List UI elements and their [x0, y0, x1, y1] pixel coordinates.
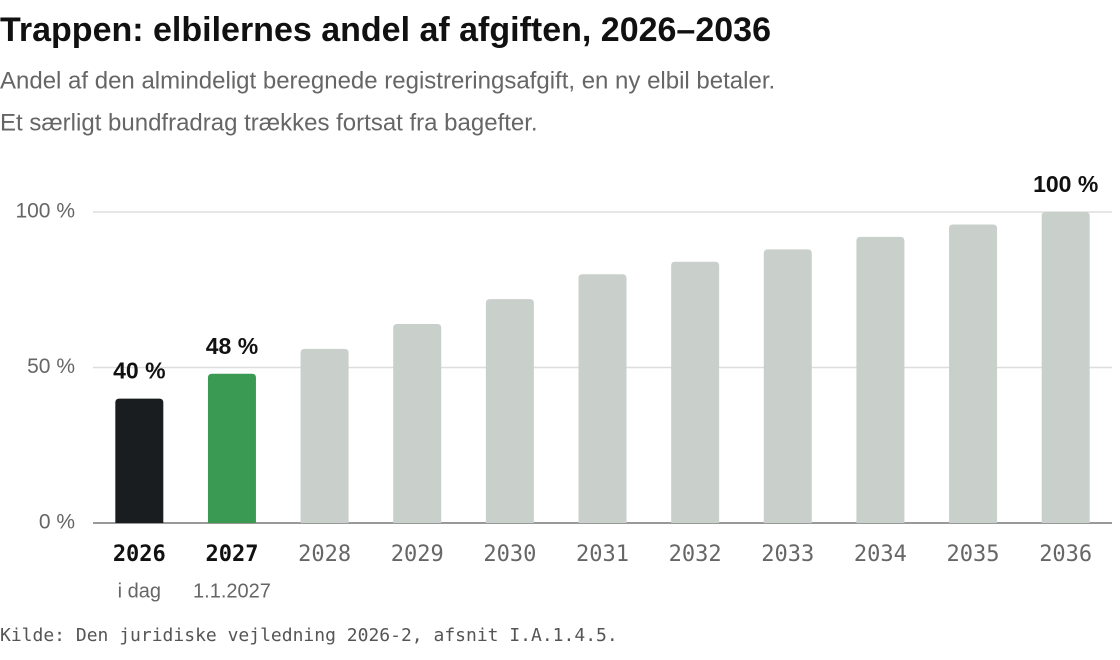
data-label: 48 %	[206, 333, 258, 359]
bar	[856, 236, 905, 523]
x-tick-label: 2026	[113, 542, 166, 567]
bar	[671, 261, 720, 523]
bar	[207, 373, 256, 523]
chart-title: Trappen: elbilernes andel af afgiften, 2…	[0, 11, 771, 49]
x-tick-label: 2028	[298, 542, 351, 567]
x-sublabel: 1.1.2027	[193, 580, 271, 602]
bar	[578, 274, 627, 523]
data-label: 40 %	[113, 358, 165, 384]
x-tick-label: 2036	[1039, 542, 1092, 567]
x-tick-label: 2035	[947, 542, 1000, 567]
bar	[485, 299, 534, 523]
x-tick-label: 2030	[483, 542, 536, 567]
x-tick-label: 2031	[576, 542, 629, 567]
chart-subtitle: Andel af den almindeligt beregnede regis…	[0, 67, 775, 94]
bar	[949, 224, 998, 523]
x-tick-label: 2033	[761, 542, 814, 567]
y-tick-label: 0 %	[39, 511, 75, 534]
bar	[300, 348, 349, 523]
x-sublabel: i dag	[118, 580, 161, 602]
x-tick-label: 2027	[205, 542, 258, 567]
bar	[1041, 212, 1090, 523]
bar	[393, 323, 442, 523]
x-tick-label: 2032	[669, 542, 722, 567]
y-tick-label: 50 %	[27, 355, 75, 378]
bar	[115, 398, 164, 523]
chart-subtitle: Et særligt bundfradrag trækkes fortsat f…	[0, 109, 538, 136]
x-tick-label: 2029	[391, 542, 444, 567]
bar	[763, 249, 812, 523]
data-label: 100 %	[1033, 171, 1098, 197]
y-tick-label: 100 %	[15, 200, 75, 223]
x-tick-label: 2034	[854, 542, 907, 567]
source: Kilde: Den juridiske vejledning 2026-2, …	[0, 625, 618, 646]
